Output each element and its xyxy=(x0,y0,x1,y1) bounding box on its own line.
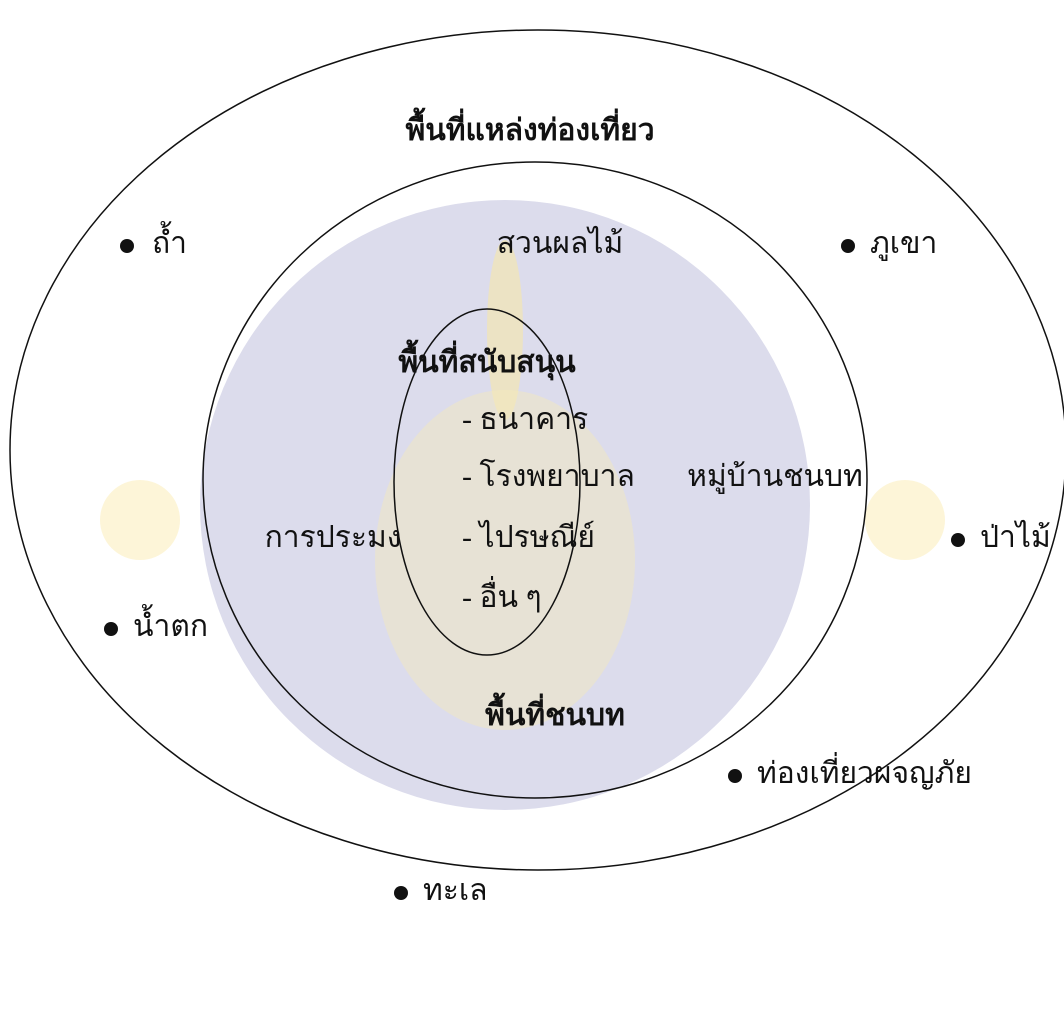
inner-item: - โรงพยาบาล xyxy=(462,458,635,493)
middle-label: การประมง xyxy=(265,521,402,554)
inner-item: - ธนาคาร xyxy=(462,403,588,436)
middle-label: หมู่บ้านชนบท xyxy=(687,460,863,494)
outer-title: พื้นที่แหล่งท่องเที่ยว xyxy=(405,107,654,147)
outer-point: ทะเล xyxy=(423,874,488,907)
outer-point: น้ำตก xyxy=(133,604,208,643)
diagram: พื้นที่แหล่งท่องเที่ยว ถ้ำ ภูเขา ป่าไม้ … xyxy=(0,0,1064,1011)
inner-item: - อื่น ๆ xyxy=(462,576,542,614)
outer-point: ป่าไม้ xyxy=(980,519,1051,554)
outer-point: ภูเขา xyxy=(870,227,937,261)
outer-point: ถ้ำ xyxy=(152,221,187,260)
middle-label: สวนผลไม้ xyxy=(497,225,624,260)
inner-title: พื้นที่สนับสนุน xyxy=(398,339,576,381)
outer-point: ท่องเที่ยวผจญภัย xyxy=(757,752,972,790)
inner-item: - ไปรษณีย์ xyxy=(462,519,595,554)
